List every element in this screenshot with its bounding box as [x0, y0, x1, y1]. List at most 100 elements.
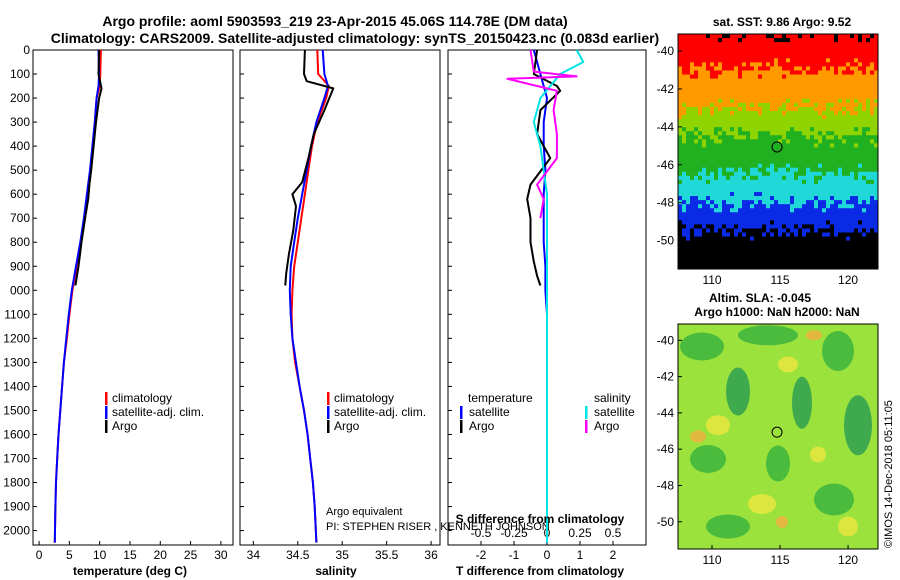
sla-profile-marker: [771, 426, 783, 438]
pi-note: PI: STEPHEN RISER , KENNETH JOHNSON: [326, 521, 550, 533]
legend-swatch-satellite-adj: [327, 406, 330, 419]
legend-label-satellite-adj: satellite-adj. clim.: [112, 405, 204, 419]
map-x-tick-label: 120: [838, 553, 858, 567]
secondary-x-tick-label: -0.5: [471, 526, 492, 540]
legend-label-argo: Argo: [112, 419, 138, 433]
map-y-tick-label: -40: [657, 333, 675, 347]
salinity-axis-label: salinity: [315, 564, 357, 578]
map-y-tick-label: -50: [657, 234, 675, 248]
series-line-argo: [526, 49, 562, 286]
series-line-argo: [506, 49, 578, 219]
y-tick-label: 500: [10, 163, 30, 177]
figure-title: Argo profile: aoml 5903593_219 23-Apr-20…: [102, 13, 567, 29]
sst-profile-marker: [771, 141, 783, 153]
x-tick-label: 30: [214, 548, 228, 562]
sla-map-subtitle: Argo h1000: NaN h2000: NaN: [694, 305, 859, 319]
map-y-tick-label: -48: [657, 196, 675, 210]
sla-map-ticks: 110 115 120 -40 -42 -44 -46 -48 -50: [657, 333, 859, 567]
legend-title-temperature: temperature: [468, 391, 533, 405]
figure-subtitle: Climatology: CARS2009. Satellite-adjuste…: [51, 30, 659, 46]
y-tick-label: 300: [10, 115, 30, 129]
legend-swatch-sal-argo: [585, 420, 588, 433]
x-tick-label: 34.5: [286, 548, 310, 562]
sst-map-frame: [677, 33, 879, 270]
salinity-panel: 34 34.5 35 35.5 36 salinity climatology sate…: [239, 49, 550, 578]
legend-swatch-satellite-adj: [105, 406, 108, 419]
x-tick-label: 15: [123, 548, 137, 562]
salinity-plot-frame: [239, 49, 441, 546]
secondary-x-tick-label: -0.25: [500, 526, 528, 540]
legend-label-climatology: climatology: [334, 391, 394, 405]
sst-map-ticks: 110 115 120 -40 -42 -44 -46 -48 -50: [657, 44, 859, 287]
map-y-tick-label: -42: [657, 82, 675, 96]
y-tick-label: 100: [10, 67, 30, 81]
legend-swatch-climatology: [105, 392, 108, 405]
x-tick-label: -1: [509, 548, 520, 562]
legend-swatch-temp-satellite: [460, 406, 463, 419]
legend-swatch-climatology: [327, 392, 330, 405]
sla-map-frame: [677, 323, 879, 550]
x-tick-label: 35.5: [375, 548, 399, 562]
sst-map-title: sat. SST: 9.86 Argo: 9.52: [713, 15, 852, 29]
salinity-legend: climatology satellite-adj. clim. Argo: [327, 391, 426, 433]
difference-secondary-axis-label: S difference from climatology: [456, 512, 625, 526]
legend-title-salinity: salinity: [594, 391, 631, 405]
sla-map: 110 115 120 -40 -42 -44 -46 -48 -50: [657, 323, 879, 567]
x-tick-label: 0: [544, 548, 551, 562]
map-x-tick-label: 120: [838, 273, 858, 287]
y-tick-label: 800: [10, 235, 30, 249]
y-tick-label: 1800: [3, 476, 30, 490]
y-tick-label: 1200: [3, 331, 30, 345]
y-tick-label: 1300: [3, 355, 30, 369]
y-tick-label: 900: [10, 259, 30, 273]
legend-swatch-argo: [327, 420, 330, 433]
salinity-xticks: 34 34.5 35 35.5 36: [240, 49, 438, 562]
difference-xticks: -2 -1 0 1 2: [448, 49, 617, 562]
x-tick-label: -2: [476, 548, 487, 562]
y-tick-label: 1400: [3, 379, 30, 393]
x-tick-label: 0: [36, 548, 43, 562]
temperature-xticks: 0 5 10 15 20 25 30: [33, 49, 228, 562]
temperature-legend: climatology satellite-adj. clim. Argo: [105, 391, 204, 433]
x-tick-label: 25: [184, 548, 198, 562]
x-tick-label: 10: [93, 548, 107, 562]
y-tick-label: 0: [23, 43, 30, 57]
legend-swatch-sal-satellite: [585, 406, 588, 419]
secondary-x-tick-label: 0.5: [605, 526, 622, 540]
legend-label-sal-satellite: satellite: [594, 405, 635, 419]
y-tick-label: 1100: [4, 307, 30, 321]
y-tick-label: 1500: [3, 403, 30, 417]
argo-equivalent-note: Argo equivalent: [326, 506, 402, 518]
map-y-tick-label: -42: [657, 370, 675, 384]
map-x-tick-label: 115: [770, 553, 789, 567]
legend-label-satellite-adj: satellite-adj. clim.: [334, 405, 426, 419]
y-tick-label: 700: [10, 211, 30, 225]
series-line-satellite: [532, 49, 585, 543]
y-tick-label: 1600: [3, 427, 30, 441]
series-line-climatology: [290, 49, 330, 543]
secondary-x-tick-label: 0.25: [568, 526, 592, 540]
y-tick-label: 200: [10, 91, 30, 105]
series-line-satellite: [532, 49, 548, 543]
x-tick-label: 5: [66, 548, 73, 562]
x-tick-label: 36: [424, 548, 438, 562]
y-tick-label: 600: [10, 187, 30, 201]
y-tick-label: 2000: [3, 524, 30, 538]
map-y-tick-label: -40: [657, 44, 675, 58]
map-x-tick-label: 110: [702, 553, 721, 567]
sst-map-cells: [678, 34, 879, 270]
series-line-argo: [284, 49, 335, 286]
x-tick-label: 1: [577, 548, 584, 562]
difference-secondary-xticks: -0.5 -0.25 0 0.25 0.5: [471, 526, 622, 540]
y-tick-label: 1700: [3, 451, 30, 465]
difference-legend: temperature satellite Argo salinity sate…: [460, 391, 635, 433]
sla-map-blobs: [680, 325, 872, 539]
x-tick-label: 2: [610, 548, 617, 562]
map-y-tick-label: -48: [657, 478, 675, 492]
map-y-tick-label: -50: [657, 515, 675, 529]
temperature-axis-label: temperature (deg C): [73, 564, 187, 578]
series-line-argo: [74, 49, 103, 286]
temperature-lines: [53, 49, 103, 543]
sla-map-title: Altim. SLA: -0.045: [709, 291, 811, 305]
